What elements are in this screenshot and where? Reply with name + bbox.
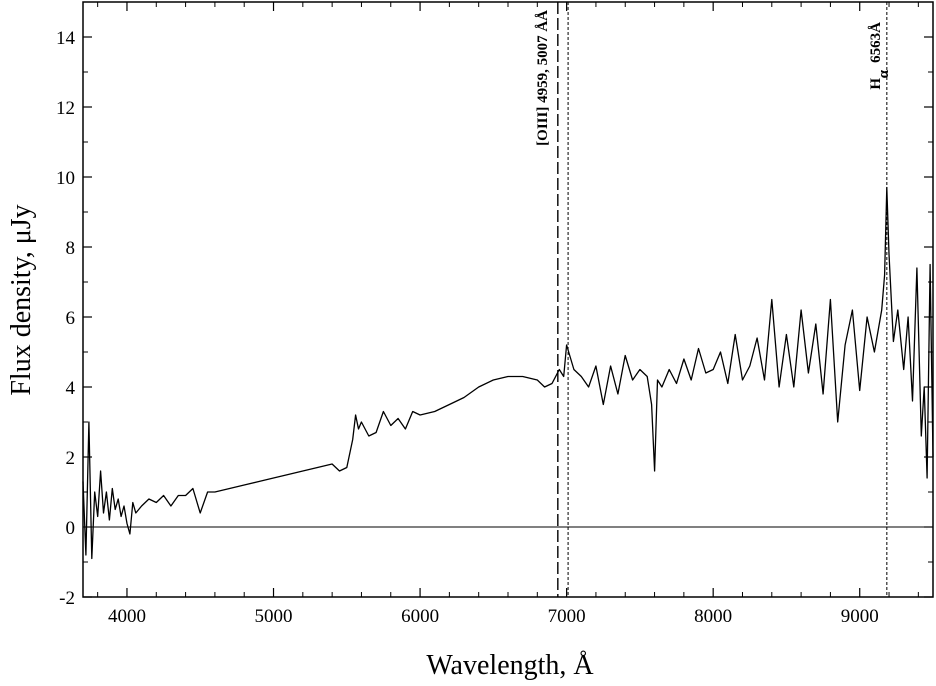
- y-tick-label: 10: [56, 168, 75, 189]
- plot-border: [82, 1, 934, 598]
- x-axis-title: Wavelength, Å: [426, 650, 594, 681]
- annotation-lines: [557, 2, 888, 597]
- x-tick-label: 9000: [841, 606, 879, 627]
- oiii-annotation-label: [OIII] 4959, 5007 ÅÅ: [535, 10, 551, 146]
- x-tick-label: 5000: [255, 606, 293, 627]
- y-tick-label: 12: [56, 98, 75, 119]
- tick-labels: 4000 5000 6000 7000 8000 9000 -2 0 2 4 6 8 10 12 14: [56, 28, 879, 627]
- y-tick-label: 0: [66, 518, 76, 539]
- halpha-symbol-label: H: [868, 78, 884, 90]
- halpha-wavelength-label: 6563Å: [868, 22, 884, 63]
- halpha-annotation: 6563Å α H: [868, 22, 892, 90]
- x-tick-label: 8000: [694, 606, 732, 627]
- y-axis-title: Flux density, μJy: [6, 204, 37, 395]
- x-tick-label: 4000: [108, 606, 146, 627]
- spectrum-series-line-0: [82, 186, 934, 560]
- x-tick-label: 6000: [401, 606, 439, 627]
- y-tick-label: -2: [59, 588, 75, 609]
- y-tick-label: 4: [66, 378, 76, 399]
- y-tick-label: 14: [56, 28, 76, 49]
- halpha-subscript-label: α: [876, 69, 892, 78]
- x-tick-label: 7000: [548, 606, 586, 627]
- series-group: [82, 186, 934, 560]
- axis-ticks: [83, 2, 933, 598]
- y-tick-label: 2: [66, 448, 76, 469]
- y-tick-label: 8: [66, 238, 76, 259]
- y-tick-label: 6: [66, 308, 76, 329]
- plot-frame: [82, 1, 934, 598]
